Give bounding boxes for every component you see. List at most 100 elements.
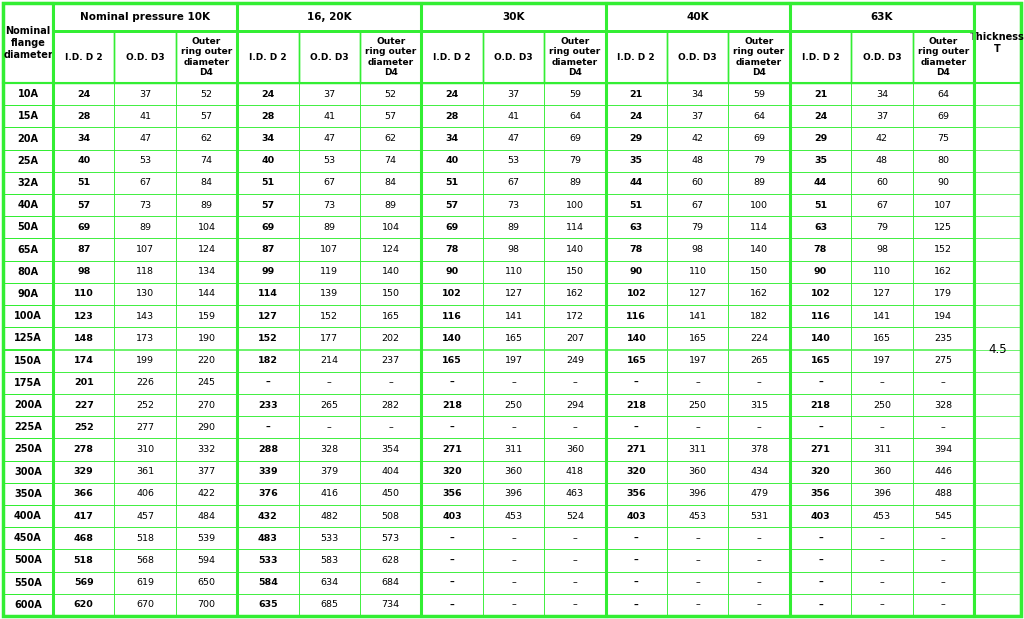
Text: 518: 518 bbox=[74, 556, 93, 565]
Bar bbox=[176, 305, 238, 327]
Bar bbox=[912, 216, 974, 238]
Text: 150: 150 bbox=[751, 267, 768, 276]
Bar bbox=[3, 550, 53, 571]
Text: 21: 21 bbox=[814, 90, 827, 98]
Text: 311: 311 bbox=[688, 445, 707, 454]
Bar bbox=[176, 350, 238, 371]
Text: 225A: 225A bbox=[14, 422, 42, 432]
Text: 90: 90 bbox=[937, 178, 949, 188]
Bar bbox=[790, 31, 851, 83]
Text: 144: 144 bbox=[198, 290, 215, 298]
Text: 125: 125 bbox=[934, 223, 952, 232]
Bar bbox=[667, 261, 728, 283]
Text: 366: 366 bbox=[74, 490, 93, 498]
Text: 28: 28 bbox=[77, 112, 90, 121]
Bar bbox=[238, 505, 299, 527]
Text: –: – bbox=[511, 423, 516, 431]
Text: 52: 52 bbox=[201, 90, 213, 98]
Text: 165: 165 bbox=[627, 356, 646, 365]
Text: 165: 165 bbox=[505, 334, 522, 343]
Bar bbox=[299, 505, 360, 527]
Bar bbox=[422, 550, 482, 571]
Bar bbox=[728, 350, 790, 371]
Bar bbox=[667, 327, 728, 350]
Bar bbox=[851, 461, 912, 483]
Bar bbox=[299, 105, 360, 128]
Text: 116: 116 bbox=[627, 312, 646, 321]
Bar bbox=[422, 150, 482, 172]
Bar bbox=[912, 83, 974, 105]
Text: 396: 396 bbox=[872, 490, 891, 498]
Text: –: – bbox=[757, 578, 762, 587]
Text: 150A: 150A bbox=[14, 355, 42, 366]
Bar bbox=[790, 172, 851, 194]
Text: –: – bbox=[880, 600, 885, 609]
Bar bbox=[728, 128, 790, 150]
Bar bbox=[790, 394, 851, 416]
Bar bbox=[667, 128, 728, 150]
Text: 116: 116 bbox=[811, 312, 830, 321]
Bar bbox=[482, 172, 544, 194]
Text: O.D. D3: O.D. D3 bbox=[126, 53, 165, 61]
Bar bbox=[912, 31, 974, 83]
Bar bbox=[176, 128, 238, 150]
Bar bbox=[851, 350, 912, 371]
Text: 173: 173 bbox=[136, 334, 155, 343]
Bar bbox=[115, 550, 176, 571]
Text: 265: 265 bbox=[321, 400, 338, 410]
Text: 406: 406 bbox=[136, 490, 154, 498]
Bar bbox=[53, 371, 115, 394]
Bar bbox=[912, 105, 974, 128]
Text: 227: 227 bbox=[74, 400, 93, 410]
Bar bbox=[851, 194, 912, 216]
Text: 79: 79 bbox=[691, 223, 703, 232]
Text: 69: 69 bbox=[445, 223, 459, 232]
Text: 89: 89 bbox=[508, 223, 519, 232]
Text: 550A: 550A bbox=[14, 578, 42, 587]
Text: 207: 207 bbox=[566, 334, 584, 343]
Text: 684: 684 bbox=[382, 578, 399, 587]
Text: 361: 361 bbox=[136, 467, 155, 476]
Text: 100: 100 bbox=[566, 201, 584, 210]
Bar bbox=[115, 594, 176, 616]
Bar bbox=[422, 238, 482, 261]
Bar bbox=[667, 505, 728, 527]
Bar bbox=[53, 83, 115, 105]
Text: 332: 332 bbox=[198, 445, 216, 454]
Text: –: – bbox=[327, 423, 332, 431]
Text: O.D. D3: O.D. D3 bbox=[862, 53, 901, 61]
Text: 37: 37 bbox=[876, 112, 888, 121]
Bar bbox=[912, 238, 974, 261]
Bar bbox=[3, 305, 53, 327]
Bar bbox=[422, 438, 482, 461]
Bar bbox=[360, 416, 422, 438]
Text: 252: 252 bbox=[136, 400, 154, 410]
Text: 64: 64 bbox=[569, 112, 581, 121]
Text: –: – bbox=[450, 534, 455, 543]
Bar bbox=[482, 128, 544, 150]
Bar bbox=[790, 505, 851, 527]
Text: 41: 41 bbox=[324, 112, 335, 121]
Text: 16, 20K: 16, 20K bbox=[307, 12, 351, 22]
Bar bbox=[176, 527, 238, 550]
Text: –: – bbox=[572, 378, 578, 387]
Bar bbox=[3, 461, 53, 483]
Text: 250: 250 bbox=[505, 400, 522, 410]
Text: 107: 107 bbox=[934, 201, 952, 210]
Text: 57: 57 bbox=[445, 201, 459, 210]
Text: 65A: 65A bbox=[17, 245, 39, 254]
Bar bbox=[53, 571, 115, 594]
Text: 294: 294 bbox=[566, 400, 584, 410]
Text: 110: 110 bbox=[689, 267, 707, 276]
Bar bbox=[544, 461, 605, 483]
Text: 300A: 300A bbox=[14, 467, 42, 477]
Text: 40: 40 bbox=[261, 156, 274, 165]
Text: 124: 124 bbox=[382, 245, 399, 254]
Bar bbox=[790, 438, 851, 461]
Bar bbox=[912, 505, 974, 527]
Text: 51: 51 bbox=[445, 178, 459, 188]
Text: 360: 360 bbox=[505, 467, 522, 476]
Text: 288: 288 bbox=[258, 445, 278, 454]
Bar bbox=[115, 438, 176, 461]
Text: 450: 450 bbox=[382, 490, 399, 498]
